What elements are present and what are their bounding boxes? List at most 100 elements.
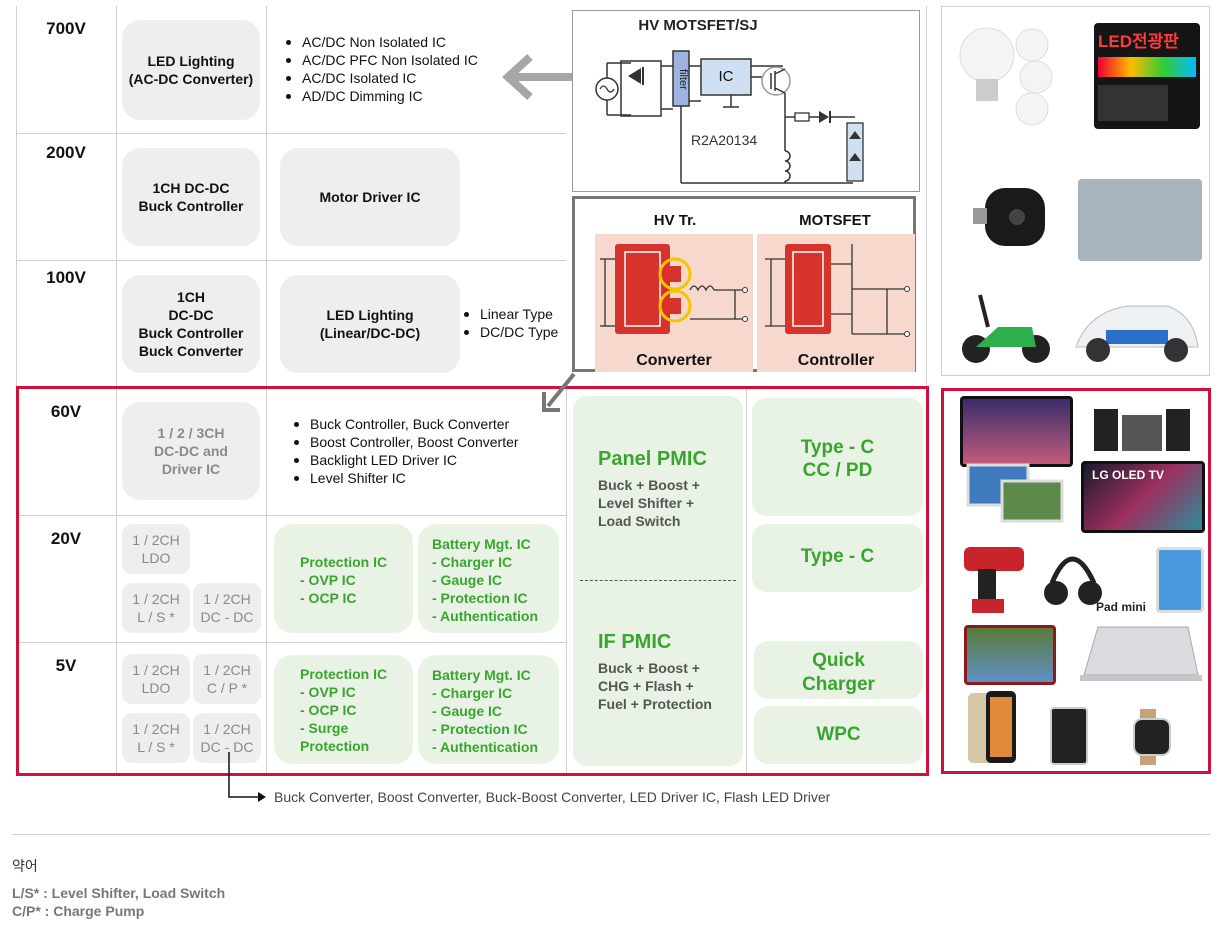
dcdc-product-item: Level Shifter IC bbox=[290, 469, 519, 487]
audio-system-image bbox=[1094, 409, 1190, 451]
buck-converter-block: 1CH DC-DC Buck Controller Buck Converter bbox=[122, 275, 260, 373]
dcdc-product-item: Boost Controller, Boost Converter bbox=[290, 433, 519, 451]
acdc-ic-item: AC/DC PFC Non Isolated IC bbox=[282, 51, 478, 69]
led-type-item: DC/DC Type bbox=[460, 323, 558, 341]
arrow-down-left-icon bbox=[542, 372, 576, 412]
oled-tv-image: LG OLED TV bbox=[1081, 461, 1205, 533]
protection-ic-5v-text: Protection IC - OVP IC - OCP IC - Surge … bbox=[300, 666, 388, 754]
if-pmic-desc: Buck + Boost + CHG + Flash + Fuel + Prot… bbox=[598, 660, 712, 712]
acdc-ic-item: AC/DC Non Isolated IC bbox=[282, 33, 478, 51]
navigation-device-image bbox=[964, 625, 1056, 685]
pad-mini-label: Pad mini bbox=[1096, 600, 1147, 614]
dcdc-product-item: Buck Controller, Buck Converter bbox=[290, 415, 519, 433]
quick-charger-text: Quick Charger bbox=[802, 650, 875, 695]
apple-watch-image bbox=[1133, 709, 1171, 765]
electric-scooter-image bbox=[962, 294, 1050, 363]
led-sign-text: LED전광판 bbox=[1098, 32, 1179, 51]
pmic-separator bbox=[580, 580, 736, 581]
typec-block bbox=[752, 524, 923, 592]
panel-pmic-desc: Buck + Boost + Level Shifter + Load Swit… bbox=[598, 477, 700, 529]
ipod-image bbox=[1050, 707, 1088, 765]
macbook-image bbox=[1080, 626, 1202, 681]
iphone-image bbox=[968, 691, 1016, 763]
5g-installation-image bbox=[1078, 179, 1202, 261]
table-divider-2 bbox=[266, 6, 267, 773]
low-voltage-highlight-frame bbox=[16, 386, 929, 776]
ipad-image bbox=[1156, 547, 1204, 613]
motsfet-title: MOTSFET bbox=[799, 212, 871, 229]
footnote-text: Buck Converter, Boost Converter, Buck-Bo… bbox=[274, 789, 831, 805]
controller-caption: Controller bbox=[797, 352, 875, 369]
led-type-list: Linear Type DC/DC Type bbox=[460, 305, 558, 341]
protection-ic-20v-text: Protection IC - OVP IC - OCP IC bbox=[300, 554, 388, 606]
row-divider bbox=[16, 515, 566, 516]
row-divider bbox=[16, 642, 566, 643]
dcdc-driver-block: 1 / 2 / 3CH DC-DC and Driver IC bbox=[122, 402, 260, 500]
schematic-panel: HV MOTSFET/SJ bbox=[572, 10, 920, 192]
ic-label: IC bbox=[718, 68, 734, 85]
motor-image bbox=[973, 188, 1045, 246]
dcdc-product-list: Buck Controller, Buck Converter Boost Co… bbox=[290, 415, 519, 487]
circuit-diagram bbox=[595, 50, 864, 184]
voltage-label-60: 60V bbox=[50, 402, 82, 421]
row-divider bbox=[16, 133, 566, 134]
converter-circuit bbox=[600, 244, 748, 334]
motor-driver-block: Motor Driver IC bbox=[280, 148, 460, 246]
battery-mgt-20v-block bbox=[418, 524, 559, 633]
typec-ccpd-block bbox=[752, 398, 923, 516]
converter-diagram bbox=[595, 234, 753, 372]
battery-mgt-5v-block bbox=[418, 655, 559, 764]
footnote-arrow-icon bbox=[228, 752, 266, 802]
protection-ic-5v-block bbox=[274, 655, 413, 764]
converter-caption: Converter bbox=[636, 352, 712, 369]
acdc-ic-item: AD/DC Dimming IC bbox=[282, 87, 478, 105]
table-divider-3 bbox=[566, 388, 567, 773]
dcdc-product-item: Backlight LED Driver IC bbox=[290, 451, 519, 469]
led-lighting-acdc-block: LED Lighting (AC-DC Converter) bbox=[122, 20, 260, 120]
headphones-image bbox=[1044, 556, 1102, 605]
legend-item: L/S* : Level Shifter, Load Switch bbox=[12, 885, 226, 901]
imac-image bbox=[966, 463, 1064, 523]
oled-tv-label: LG OLED TV bbox=[1092, 468, 1164, 482]
dcdc-20v-block: 1 / 2CH DC - DC bbox=[193, 583, 261, 633]
voltage-label-700: 700V bbox=[46, 19, 86, 38]
battery-mgt-20v-text: Battery Mgt. IC - Charger IC - Gauge IC … bbox=[432, 536, 539, 624]
table-divider-4 bbox=[746, 388, 747, 773]
arrow-left-icon bbox=[502, 54, 574, 100]
acdc-ic-list: AC/DC Non Isolated IC AC/DC PFC Non Isol… bbox=[282, 33, 478, 105]
voltage-label-20: 20V bbox=[50, 529, 82, 548]
led-sign-image: LED전광판 bbox=[1094, 23, 1200, 129]
part-number: R2A20134 bbox=[691, 132, 758, 148]
tv-image bbox=[960, 396, 1073, 467]
led-lighting-linear-block: LED Lighting (Linear/DC-DC) bbox=[280, 275, 460, 373]
dcdc-5v-block: 1 / 2CH DC - DC bbox=[193, 713, 261, 763]
ldo-5v-block: 1 / 2CH LDO bbox=[122, 654, 190, 704]
quick-charger-block bbox=[754, 641, 923, 699]
led-bulb-image bbox=[959, 27, 1053, 126]
acdc-ic-item: AC/DC Isolated IC bbox=[282, 69, 478, 87]
table-divider-1 bbox=[116, 6, 117, 773]
protection-ic-20v-block bbox=[274, 524, 413, 633]
voltage-label-100: 100V bbox=[46, 268, 86, 287]
typec-ccpd-text: Type - C CC / PD bbox=[800, 437, 875, 481]
power-drill-image bbox=[964, 547, 1024, 613]
row-divider bbox=[16, 260, 566, 261]
ldo-20v-block: 1 / 2CH LDO bbox=[122, 524, 190, 574]
pmic-block bbox=[573, 396, 743, 766]
ev-car-image bbox=[1075, 305, 1199, 362]
led-sign-strip bbox=[1098, 57, 1196, 77]
ls-5v-block: 1 / 2CH L / S * bbox=[122, 713, 190, 763]
application-photos-high-voltage: LED전광판 bbox=[941, 6, 1210, 376]
if-pmic-title: IF PMIC bbox=[598, 631, 672, 653]
cp-5v-block: 1 / 2CH C / P * bbox=[193, 654, 261, 704]
hv-device-panel: HV Tr. MOTSFET Converter bbox=[572, 196, 916, 372]
hv-tr-title: HV Tr. bbox=[653, 212, 697, 229]
legend-item: C/P* : Charge Pump bbox=[12, 903, 145, 919]
voltage-label-5: 5V bbox=[55, 656, 77, 675]
filter-label: filter bbox=[677, 68, 689, 90]
schematic-title: HV MOTSFET/SJ bbox=[638, 17, 758, 34]
wpc-block bbox=[754, 706, 923, 764]
led-type-item: Linear Type bbox=[460, 305, 558, 323]
voltage-label-200: 200V bbox=[46, 143, 86, 162]
application-photos-low-voltage: LG OLED TV Pad mini bbox=[941, 388, 1211, 774]
